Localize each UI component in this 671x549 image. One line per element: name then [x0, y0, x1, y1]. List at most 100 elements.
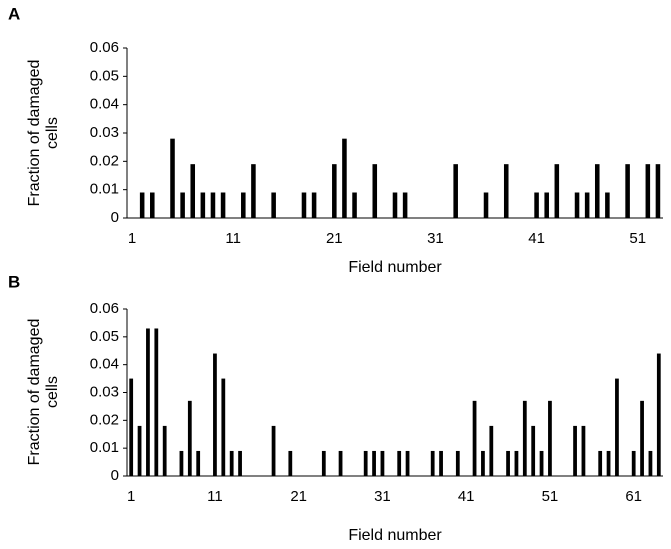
bar [179, 450, 184, 476]
y-axis-label: Fraction of damaged cells [26, 318, 61, 466]
bar [170, 138, 175, 218]
x-tick-label: 31 [427, 230, 444, 247]
x-tick-label: 41 [528, 230, 545, 247]
x-tick-label: 51 [629, 230, 646, 247]
bar [402, 192, 408, 218]
bar [605, 192, 610, 218]
bar [531, 425, 536, 476]
x-axis-label: Field number [348, 259, 442, 276]
bar [534, 192, 539, 218]
bar [645, 164, 651, 218]
bar [372, 164, 378, 218]
bar [453, 164, 458, 218]
bar [187, 400, 192, 476]
x-tick-label: 41 [458, 488, 475, 505]
bar [129, 378, 134, 476]
bar [648, 450, 653, 476]
bar [238, 450, 242, 476]
y-tick-label: 0.01 [90, 439, 119, 456]
bar [656, 353, 661, 476]
bar [196, 450, 201, 476]
x-tick-label: 61 [625, 488, 642, 505]
bar [655, 164, 661, 218]
bar [229, 450, 234, 476]
bar [483, 192, 489, 218]
y-tick-label: 0.06 [90, 39, 119, 56]
bar [190, 164, 196, 218]
y-tick-label: 0 [111, 209, 119, 226]
bar [581, 425, 586, 476]
bar [397, 450, 402, 476]
x-tick-label: 1 [127, 488, 135, 505]
y-tick-label: 0.04 [90, 356, 119, 373]
x-tick-label: 11 [225, 230, 241, 247]
bar [522, 400, 527, 476]
bar [180, 192, 185, 218]
y-tick-label: 0.03 [90, 124, 119, 141]
bar [392, 192, 398, 218]
bar [332, 164, 337, 218]
x-tick-label: 51 [542, 488, 559, 505]
bar [200, 192, 206, 218]
bar [271, 192, 276, 218]
x-tick-label: 21 [290, 488, 307, 505]
bar [146, 328, 150, 476]
bar [439, 450, 443, 476]
panel-label: A [8, 4, 20, 23]
bar [352, 192, 357, 218]
bar [311, 192, 317, 218]
bar [514, 450, 519, 476]
y-tick-label: 0.02 [90, 152, 119, 169]
y-axis-label: Fraction of damaged cells [26, 59, 61, 207]
bar [139, 192, 145, 218]
bar [539, 450, 544, 476]
bar [606, 450, 611, 476]
bar [640, 400, 644, 476]
y-tick-label: 0 [111, 467, 119, 484]
bar [631, 450, 636, 476]
bar [584, 192, 590, 218]
x-axis-label: Field number [348, 527, 442, 544]
bar [455, 450, 460, 476]
bar [137, 425, 142, 476]
bar [598, 450, 603, 476]
bar [380, 450, 385, 476]
bar [150, 192, 155, 218]
bar [489, 425, 494, 476]
panel-label: B [8, 272, 20, 291]
bar [554, 164, 560, 218]
x-tick-label: 11 [207, 488, 223, 505]
y-tick-label: 0.04 [90, 96, 119, 113]
y-tick-label: 0.03 [90, 383, 119, 400]
bar [162, 425, 167, 476]
bar [241, 192, 246, 218]
bar [363, 450, 368, 476]
bar [503, 164, 509, 218]
y-tick-label: 0.06 [90, 300, 119, 317]
y-tick-label: 0.01 [90, 181, 119, 198]
bar [342, 138, 347, 218]
bar [625, 164, 630, 218]
bar [506, 450, 510, 476]
bar [251, 164, 256, 218]
bar [301, 192, 307, 218]
x-tick-label: 1 [128, 230, 136, 247]
bar [338, 450, 343, 476]
bar [472, 400, 477, 476]
bar [594, 164, 600, 218]
bar [221, 378, 226, 476]
bar [481, 450, 485, 476]
y-tick-label: 0.05 [90, 67, 119, 84]
bar [154, 328, 159, 476]
x-tick-label: 31 [374, 488, 391, 505]
bar [405, 450, 410, 476]
bar [213, 353, 217, 476]
y-tick-label: 0.05 [90, 328, 119, 345]
bar [574, 192, 580, 218]
bar [372, 450, 376, 476]
bar [548, 400, 552, 476]
x-tick-label: 21 [326, 230, 343, 247]
bar [615, 378, 619, 476]
